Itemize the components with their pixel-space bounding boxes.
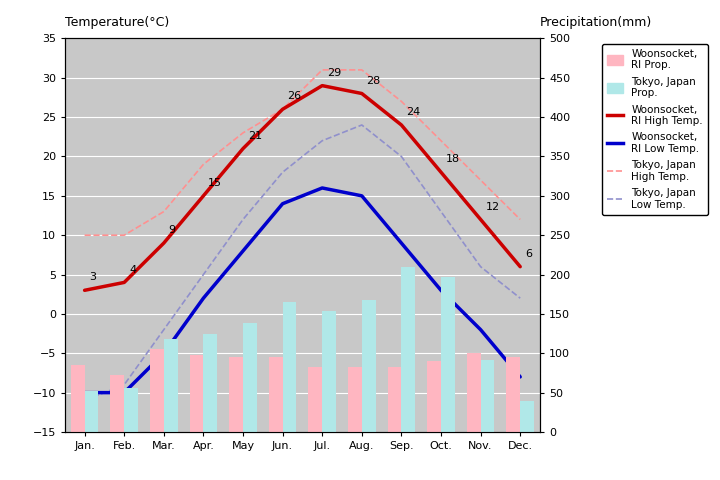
Text: 15: 15 <box>208 178 222 188</box>
Bar <box>402 267 415 432</box>
Text: 26: 26 <box>287 91 302 101</box>
Bar <box>85 391 99 432</box>
Bar <box>150 349 164 432</box>
Bar <box>480 360 495 432</box>
Bar <box>308 368 322 432</box>
Bar <box>441 277 455 432</box>
Bar <box>243 324 257 432</box>
Text: 4: 4 <box>129 264 136 275</box>
Text: 28: 28 <box>366 76 381 85</box>
Bar <box>189 355 204 432</box>
Bar <box>269 357 282 432</box>
Text: 9: 9 <box>168 225 176 235</box>
Bar <box>387 368 401 432</box>
Text: 3: 3 <box>89 273 96 282</box>
Bar <box>348 367 361 432</box>
Bar <box>124 388 138 432</box>
Bar <box>203 334 217 432</box>
Text: 24: 24 <box>406 107 420 117</box>
Text: 18: 18 <box>446 155 460 164</box>
Bar <box>520 400 534 432</box>
Legend: Woonsocket,
RI Prop., Tokyo, Japan
Prop., Woonsocket,
RI High Temp., Woonsocket,: Woonsocket, RI Prop., Tokyo, Japan Prop.… <box>602 44 708 215</box>
Bar <box>427 361 441 432</box>
Text: Temperature(°C): Temperature(°C) <box>65 16 169 29</box>
Bar <box>282 302 297 432</box>
Text: 29: 29 <box>327 68 341 78</box>
Bar <box>71 365 85 432</box>
Bar <box>163 339 178 432</box>
Bar <box>467 353 480 432</box>
Bar <box>110 374 124 432</box>
Text: 21: 21 <box>248 131 262 141</box>
Bar <box>322 311 336 432</box>
Text: 12: 12 <box>485 202 500 212</box>
Bar <box>506 357 520 432</box>
Bar <box>361 300 376 432</box>
Text: 6: 6 <box>525 249 532 259</box>
Bar <box>229 357 243 432</box>
Text: Precipitation(mm): Precipitation(mm) <box>540 16 652 29</box>
